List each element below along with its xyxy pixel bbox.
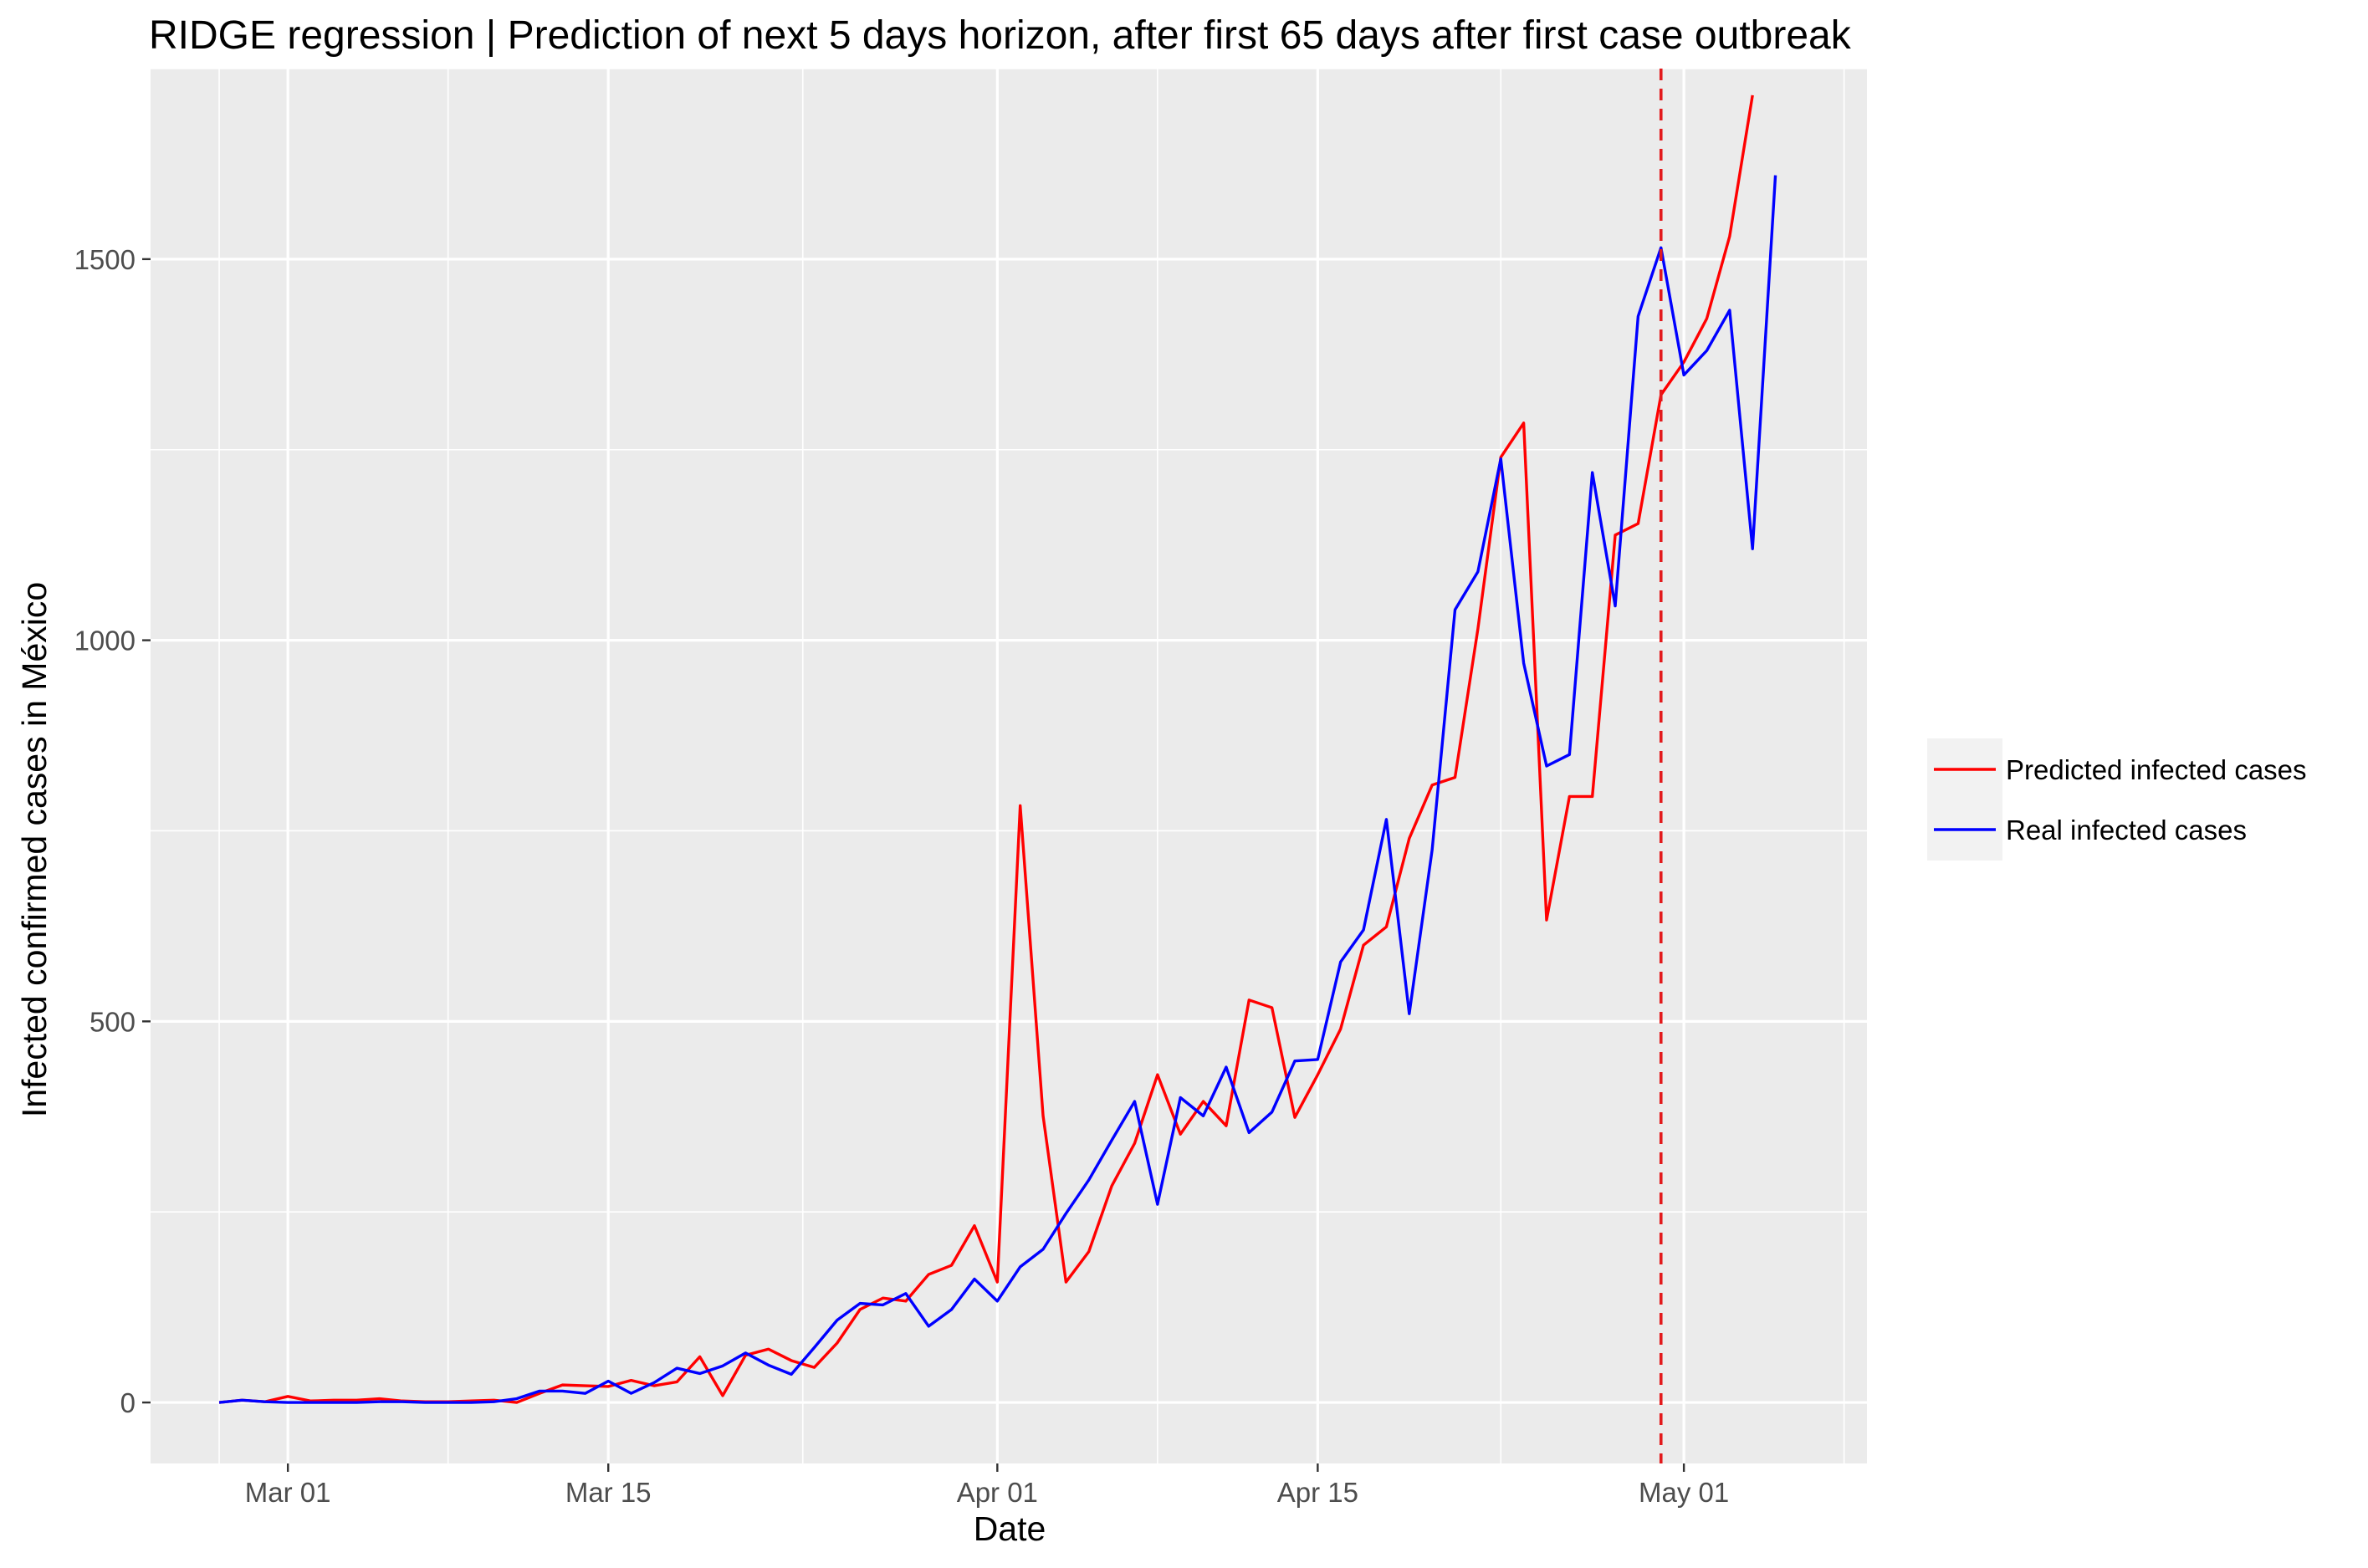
plot-panel (151, 68, 1867, 1463)
y-tick-label: 1000 (74, 626, 136, 656)
x-tick-label: Mar 15 (565, 1477, 652, 1508)
x-axis-title: Date (974, 1509, 1046, 1548)
y-tick-label: 1500 (74, 244, 136, 275)
y-tick-label: 500 (90, 1006, 136, 1037)
x-tick-label: Apr 15 (1277, 1477, 1358, 1508)
x-tick-label: May 01 (1639, 1477, 1729, 1508)
series-line-real (218, 175, 1777, 1404)
panel-background (151, 69, 1867, 1463)
x-axis: Mar 01 Mar 15 Apr 01 Apr 15 May 01 (245, 1463, 1729, 1508)
legend: Predicted infected cases Real infected ca… (1927, 738, 2307, 861)
y-tick-label: 0 (120, 1387, 136, 1418)
legend-label-real: Real infected cases (2006, 815, 2247, 845)
x-tick-label: Mar 01 (245, 1477, 331, 1508)
x-tick-label: Apr 01 (957, 1477, 1038, 1508)
legend-key-background (1927, 738, 2002, 861)
legend-label-predicted: Predicted infected cases (2006, 754, 2307, 785)
series-line-predicted (218, 94, 1754, 1404)
chart-title: RIDGE regression | Prediction of next 5 … (149, 13, 1852, 58)
y-axis-title: Infected confirmed cases in México (15, 582, 54, 1117)
y-axis: 0 500 1000 1500 (74, 244, 151, 1418)
